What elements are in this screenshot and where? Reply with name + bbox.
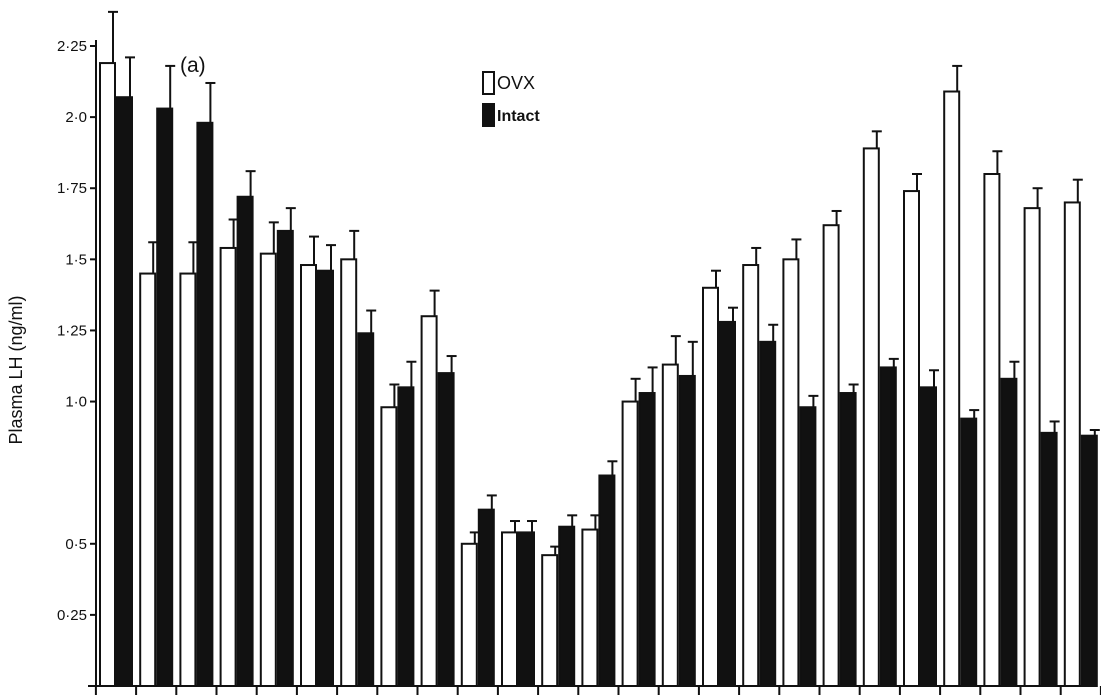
- bar-intact-1: [156, 107, 174, 688]
- bar-intact-3: [236, 195, 254, 687]
- bar-intact-14: [678, 374, 696, 687]
- bar-ovx-2: [179, 272, 197, 687]
- bar-intact-13: [638, 392, 656, 687]
- y-tick-label-7: 2·25: [57, 38, 87, 55]
- bar-intact-18: [839, 392, 857, 687]
- bar-intact-2: [196, 121, 214, 688]
- bar-ovx-0: [99, 62, 116, 688]
- bar-intact-20: [920, 386, 937, 687]
- bar-ovx-15: [702, 286, 719, 687]
- y-axis-label: Plasma LH (ng/ml): [6, 295, 26, 444]
- legend-swatch-intact: [482, 103, 495, 127]
- y-tick-label-0: 0·25: [57, 607, 87, 624]
- bar-intact-10: [518, 531, 535, 688]
- bar-ovx-3: [219, 246, 237, 687]
- bar-intact-4: [276, 229, 294, 687]
- bar-intact-6: [357, 332, 375, 687]
- bar-ovx-17: [782, 258, 800, 687]
- bar-ovx-1: [139, 272, 157, 687]
- bar-ovx-10: [501, 531, 518, 688]
- bar-ovx-19: [862, 147, 880, 687]
- bar-intact-8: [437, 372, 455, 687]
- bar-ovx-4: [259, 252, 277, 687]
- legend: OVX Intact: [482, 71, 540, 127]
- bar-intact-21: [960, 417, 978, 687]
- bar-ovx-23: [1023, 207, 1041, 687]
- bar-ovx-16: [742, 264, 760, 687]
- y-tick-label-2: 1·0: [65, 394, 87, 411]
- bar-ovx-11: [541, 554, 559, 688]
- y-tick-label-6: 2·0: [65, 109, 87, 126]
- bar-ovx-14: [661, 363, 679, 687]
- bar-intact-0: [116, 96, 133, 687]
- legend-swatch-ovx: [482, 71, 495, 95]
- bar-intact-12: [598, 474, 616, 687]
- bar-ovx-13: [621, 400, 639, 687]
- bar-intact-22: [1000, 377, 1018, 687]
- bar-intact-5: [317, 269, 334, 687]
- bar-ovx-6: [340, 258, 358, 687]
- bar-ovx-24: [1063, 201, 1081, 687]
- y-tick-label-4: 1·5: [65, 251, 87, 268]
- y-axis: 0·25 0·5 1·0 1·25 1·5 1·75 2·0 2·25: [57, 38, 97, 686]
- bar-ovx-18: [822, 224, 840, 687]
- y-tick-label-3: 1·25: [57, 322, 87, 339]
- bar-intact-9: [477, 508, 495, 687]
- bar-intact-11: [558, 525, 576, 688]
- legend-label-intact: Intact: [497, 108, 540, 125]
- bar-intact-23: [1040, 431, 1058, 687]
- bar-ovx-8: [420, 315, 438, 687]
- bar-ovx-12: [581, 528, 599, 687]
- bar-ovx-20: [903, 190, 920, 687]
- bars: [99, 10, 1100, 688]
- bar-intact-17: [799, 406, 817, 687]
- bar-ovx-5: [300, 264, 317, 687]
- legend-label-ovx: OVX: [497, 73, 535, 93]
- bar-ovx-22: [983, 173, 1001, 687]
- bar-ovx-21: [943, 90, 961, 687]
- bar-intact-19: [879, 366, 897, 687]
- bar-intact-24: [1080, 434, 1098, 688]
- bar-intact-16: [759, 340, 777, 687]
- y-tick-label-5: 1·75: [57, 180, 87, 197]
- bar-intact-15: [719, 320, 736, 687]
- x-axis: [88, 685, 1101, 695]
- bar-ovx-9: [460, 542, 478, 687]
- y-tick-label-1: 0·5: [65, 536, 87, 553]
- bar-intact-7: [397, 386, 415, 687]
- panel-label: (a): [180, 54, 206, 77]
- bar-ovx-7: [380, 406, 398, 687]
